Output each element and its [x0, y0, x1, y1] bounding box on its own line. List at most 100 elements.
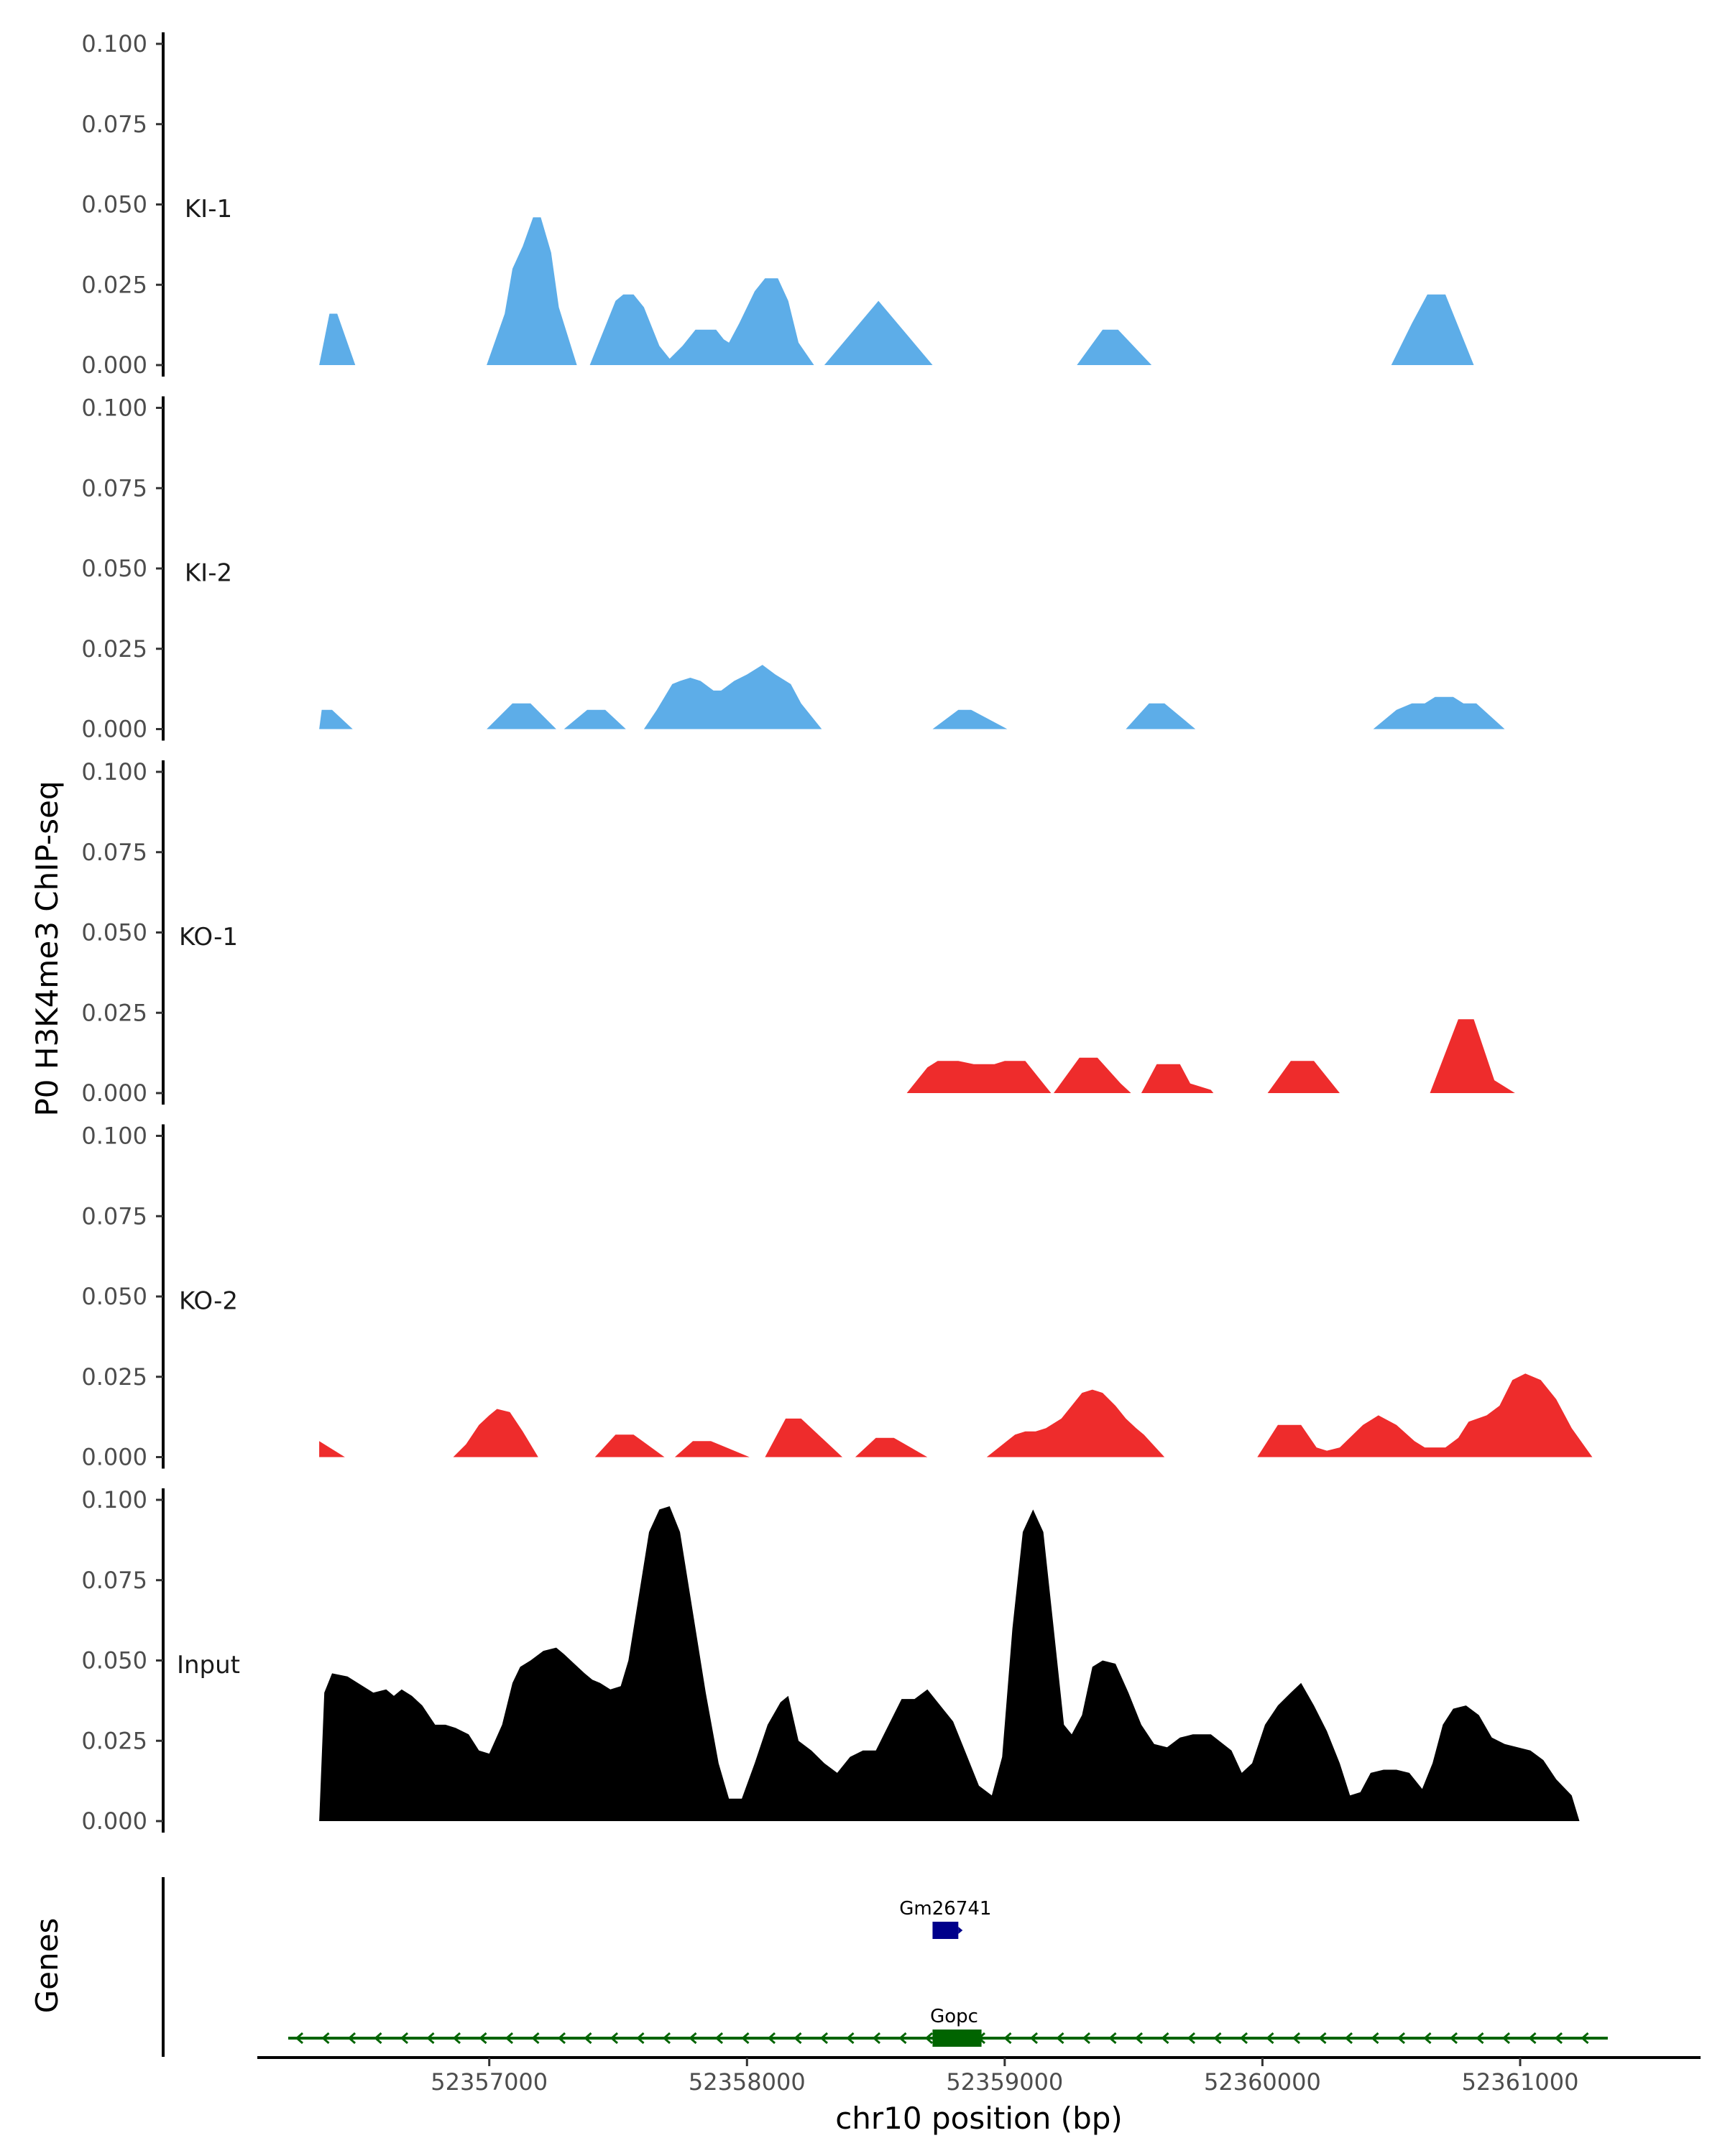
track-label: Input: [177, 1651, 240, 1680]
track-panel: 0.100 0.075 0.050 0.025 0.000 Input: [81, 1486, 1580, 1835]
coverage-area: [1077, 329, 1152, 365]
coverage-area: [1267, 1061, 1340, 1093]
coverage-area: [674, 1441, 750, 1457]
track-label: KI-2: [185, 559, 232, 588]
strand-arrow: [924, 2032, 934, 2045]
strand-arrow: [321, 2032, 330, 2045]
strand-arrow: [794, 2032, 802, 2045]
strand-arrow: [1318, 2032, 1327, 2045]
strand-arrow: [1449, 2032, 1458, 2045]
x-tick-label: 52361000: [1462, 2068, 1579, 2096]
strand-arrow: [1187, 2032, 1196, 2045]
coverage-area: [1373, 696, 1505, 729]
y-tick-label: 0.000: [81, 1444, 147, 1471]
x-ticks: 52357000 52358000 52359000 52360000 52361000: [431, 2058, 1578, 2096]
coverage-area: [1141, 1064, 1214, 1093]
y-tick-label: 0.025: [81, 1363, 147, 1391]
strand-arrow: [872, 2032, 881, 2045]
track-panel: 0.100 0.075 0.050 0.025 0.000 KO-2: [81, 1123, 1593, 1471]
coverage-area: [319, 1506, 1580, 1821]
gene-model: Gm26741: [899, 1898, 991, 1939]
gene-exon: [932, 2030, 982, 2047]
coverage-area: [824, 300, 933, 365]
coverage-area: [594, 1434, 665, 1457]
strand-arrow: [1292, 2032, 1301, 2045]
strand-arrow: [662, 2032, 671, 2045]
track-label: KO-2: [179, 1287, 238, 1316]
coverage-area: [932, 709, 1008, 729]
strand-arrow: [958, 1927, 963, 1934]
y-tick-label: 0.050: [81, 1283, 147, 1310]
track-panel: 0.100 0.075 0.050 0.025 0.000 KI-1: [81, 30, 1474, 379]
coverage-area: [855, 1437, 928, 1457]
genes-panel: Genes Gm26741 Gopc: [29, 1877, 1608, 2057]
y-tick-label: 0.075: [81, 474, 147, 502]
strand-arrow: [1108, 2032, 1117, 2045]
strand-arrow: [1056, 2032, 1064, 2045]
coverage-area: [986, 1389, 1165, 1457]
x-axis: 52357000 52358000 52359000 52360000 52361000…: [257, 2056, 1701, 2136]
x-axis-title: chr10 position (bp): [835, 2101, 1123, 2136]
track-label: KI-1: [185, 195, 232, 224]
strand-arrow: [531, 2032, 540, 2045]
coverage-area: [1126, 703, 1196, 729]
strand-arrow: [714, 2032, 724, 2045]
strand-arrow: [1581, 2032, 1589, 2045]
strand-arrow: [1239, 2032, 1248, 2045]
y-tick-label: 0.000: [81, 351, 147, 379]
x-tick-label: 52357000: [431, 2068, 548, 2096]
strand-arrow: [347, 2032, 356, 2045]
coverage-area: [319, 709, 353, 729]
x-tick-label: 52360000: [1204, 2068, 1321, 2096]
y-tick-label: 0.075: [81, 1202, 147, 1230]
strand-arrow: [374, 2032, 382, 2045]
strand-arrow: [557, 2032, 566, 2045]
coverage-area: [319, 1441, 345, 1457]
strand-arrow: [1476, 2032, 1484, 2045]
coverage-area: [453, 1409, 538, 1457]
coverage-area: [1430, 1019, 1515, 1093]
strand-arrow: [689, 2032, 697, 2045]
coverage-area: [487, 703, 556, 729]
y-tick-label: 0.075: [81, 839, 147, 866]
coverage-area: [643, 665, 822, 729]
y-tick-label: 0.000: [81, 1079, 147, 1107]
genes-layer: Gm26741 Gopc: [288, 1898, 1608, 2047]
strand-arrow: [1266, 2032, 1274, 2045]
y-tick-label: 0.025: [81, 271, 147, 298]
strand-arrow: [636, 2032, 645, 2045]
gene-exon: [932, 1922, 959, 1939]
y-tick-label: 0.050: [81, 555, 147, 582]
strand-arrow: [1029, 2032, 1039, 2045]
strand-arrow: [1003, 2032, 1012, 2045]
strand-arrow: [610, 2032, 619, 2045]
x-tick-label: 52358000: [689, 2068, 806, 2096]
tracks-layer: 0.100 0.075 0.050 0.025 0.000 KI-1 0.100 0.075 0…: [81, 30, 1593, 1835]
gene-name-label: Gopc: [930, 2006, 978, 2027]
strand-arrow: [1134, 2032, 1144, 2045]
strand-arrow: [505, 2032, 514, 2045]
y-tick-label: 0.025: [81, 1727, 147, 1754]
gene-model: Gopc: [288, 2006, 1608, 2047]
y-tick-label: 0.025: [81, 999, 147, 1026]
strand-arrow: [1213, 2032, 1222, 2045]
strand-arrow: [1423, 2032, 1432, 2045]
coverage-area: [906, 1061, 1052, 1093]
strand-arrow: [400, 2032, 409, 2045]
strand-arrow: [1397, 2032, 1406, 2045]
gene-name-label: Gm26741: [899, 1898, 991, 1920]
coverage-area: [1391, 294, 1474, 365]
strand-arrow: [898, 2032, 907, 2045]
coverage-area: [319, 313, 356, 365]
coverage-area: [765, 1418, 842, 1457]
strand-arrow: [767, 2032, 776, 2045]
strand-arrow: [1501, 2032, 1511, 2045]
coverage-area: [1054, 1057, 1131, 1093]
strand-arrow: [584, 2032, 592, 2045]
y-tick-label: 0.100: [81, 395, 147, 422]
y-tick-label: 0.100: [81, 1486, 147, 1514]
y-tick-label: 0.000: [81, 1807, 147, 1835]
y-tick-label: 0.100: [81, 30, 147, 57]
strand-arrow: [1371, 2032, 1379, 2045]
y-tick-label: 0.050: [81, 191, 147, 218]
